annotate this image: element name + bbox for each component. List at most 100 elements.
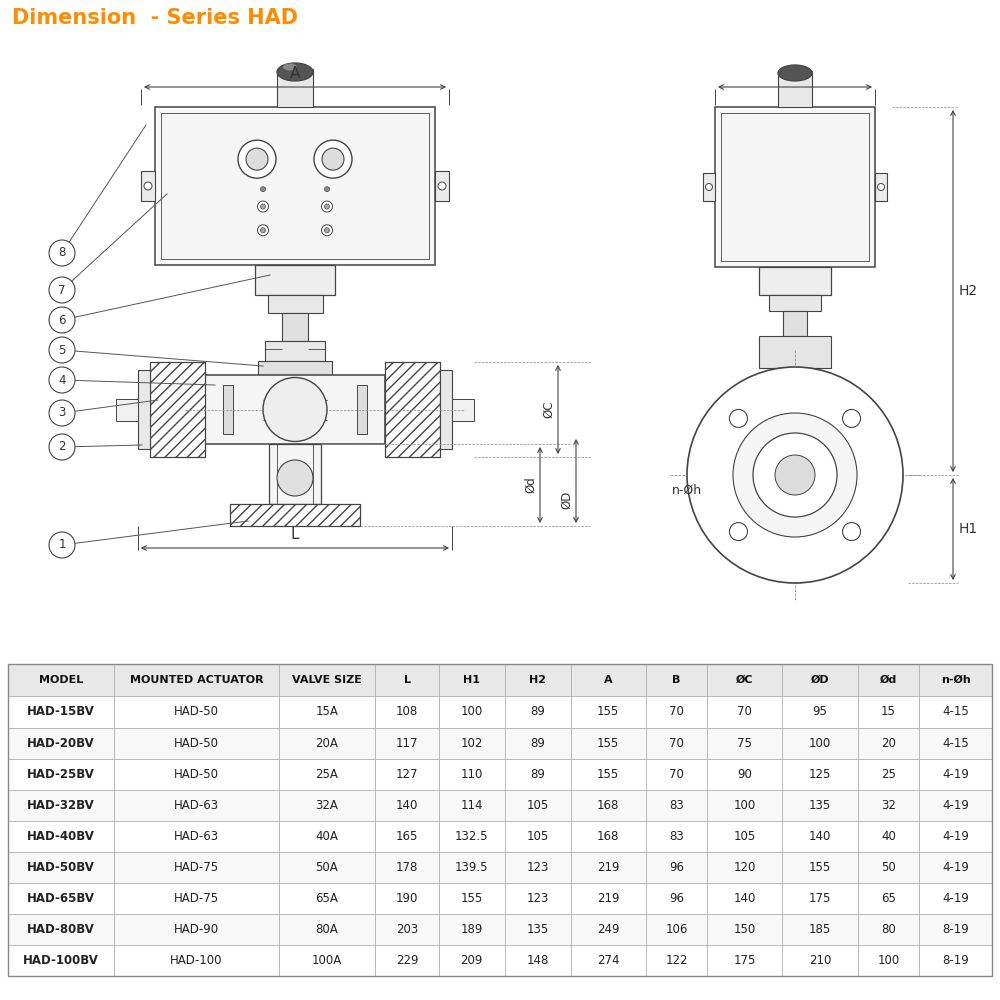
Text: 65: 65 [881, 892, 896, 905]
Text: 229: 229 [396, 954, 418, 967]
Text: 123: 123 [526, 892, 549, 905]
Text: 135: 135 [809, 799, 831, 812]
Text: 7: 7 [58, 284, 66, 296]
Text: 100: 100 [734, 799, 756, 812]
Bar [8, 759, 114, 790]
Bar [205, 375, 385, 444]
Text: 5: 5 [58, 344, 66, 357]
Bar [707, 790, 782, 821]
Text: 96: 96 [669, 892, 684, 905]
Bar [773, 368, 817, 387]
Circle shape [322, 148, 344, 170]
Bar [268, 295, 322, 313]
Bar [8, 664, 114, 696]
Circle shape [144, 182, 152, 190]
Bar [571, 945, 646, 976]
Text: B: B [790, 66, 800, 81]
Text: 190: 190 [396, 892, 418, 905]
Bar [759, 336, 831, 368]
Bar [265, 341, 325, 361]
Text: 175: 175 [809, 892, 831, 905]
Bar [439, 852, 505, 883]
Bar [858, 728, 919, 759]
Text: 2: 2 [58, 440, 66, 454]
Bar [138, 370, 150, 449]
Bar [230, 504, 360, 526]
Bar [858, 945, 919, 976]
Text: 70: 70 [669, 737, 684, 750]
Circle shape [706, 184, 712, 190]
Bar [782, 759, 858, 790]
Bar [646, 821, 707, 852]
Text: 189: 189 [461, 923, 483, 936]
Bar [114, 759, 279, 790]
Text: 122: 122 [665, 954, 688, 967]
Text: 89: 89 [530, 768, 545, 781]
Circle shape [733, 413, 857, 537]
Bar [707, 883, 782, 914]
Bar [707, 945, 782, 976]
Bar [439, 664, 505, 696]
Bar [279, 914, 375, 945]
Text: 140: 140 [396, 799, 418, 812]
Text: 168: 168 [597, 799, 619, 812]
Text: ØC: ØC [542, 401, 555, 418]
Bar [707, 821, 782, 852]
Text: 100A: 100A [312, 954, 342, 967]
Text: HAD-50: HAD-50 [174, 737, 219, 750]
Bar [782, 696, 858, 728]
Bar [114, 852, 279, 883]
Bar [141, 171, 155, 201]
Bar [357, 385, 367, 434]
Text: 155: 155 [597, 737, 619, 750]
Circle shape [322, 201, 332, 212]
Bar [646, 696, 707, 728]
Text: 90: 90 [737, 768, 752, 781]
Text: L: L [291, 527, 299, 542]
Text: MODEL: MODEL [39, 675, 83, 685]
Text: 4-15: 4-15 [942, 705, 969, 718]
Bar [646, 728, 707, 759]
Circle shape [775, 455, 815, 495]
Bar [769, 295, 821, 311]
Bar [707, 759, 782, 790]
Text: ØD: ØD [560, 491, 573, 509]
Circle shape [246, 148, 268, 170]
Circle shape [753, 433, 837, 517]
Circle shape [260, 204, 266, 209]
Text: 8: 8 [58, 246, 66, 259]
Text: 155: 155 [597, 768, 619, 781]
Text: 4-19: 4-19 [942, 768, 969, 781]
Bar [858, 664, 919, 696]
Bar [277, 69, 313, 107]
Bar [919, 728, 992, 759]
Text: 209: 209 [461, 954, 483, 967]
Text: HAD-80BV: HAD-80BV [27, 923, 95, 936]
Text: 105: 105 [527, 799, 549, 812]
Circle shape [324, 204, 330, 209]
Bar [782, 883, 858, 914]
Text: A: A [290, 66, 300, 81]
Bar [375, 664, 439, 696]
Bar [8, 790, 114, 821]
Bar [571, 664, 646, 696]
Bar [646, 852, 707, 883]
Bar [440, 370, 452, 449]
Text: 40: 40 [881, 830, 896, 843]
Bar [279, 759, 375, 790]
Bar [782, 852, 858, 883]
Text: 95: 95 [813, 705, 828, 718]
Bar [703, 173, 715, 201]
Bar [707, 914, 782, 945]
Text: 210: 210 [809, 954, 831, 967]
Text: HAD-32BV: HAD-32BV [27, 799, 95, 812]
Text: 178: 178 [396, 861, 418, 874]
Text: ØD: ØD [811, 675, 829, 685]
Circle shape [878, 184, 885, 190]
Text: HAD-90: HAD-90 [174, 923, 219, 936]
Text: 168: 168 [597, 830, 619, 843]
Bar [715, 107, 875, 267]
Text: 127: 127 [396, 768, 418, 781]
Text: 120: 120 [734, 861, 756, 874]
Text: H2: H2 [529, 675, 546, 685]
